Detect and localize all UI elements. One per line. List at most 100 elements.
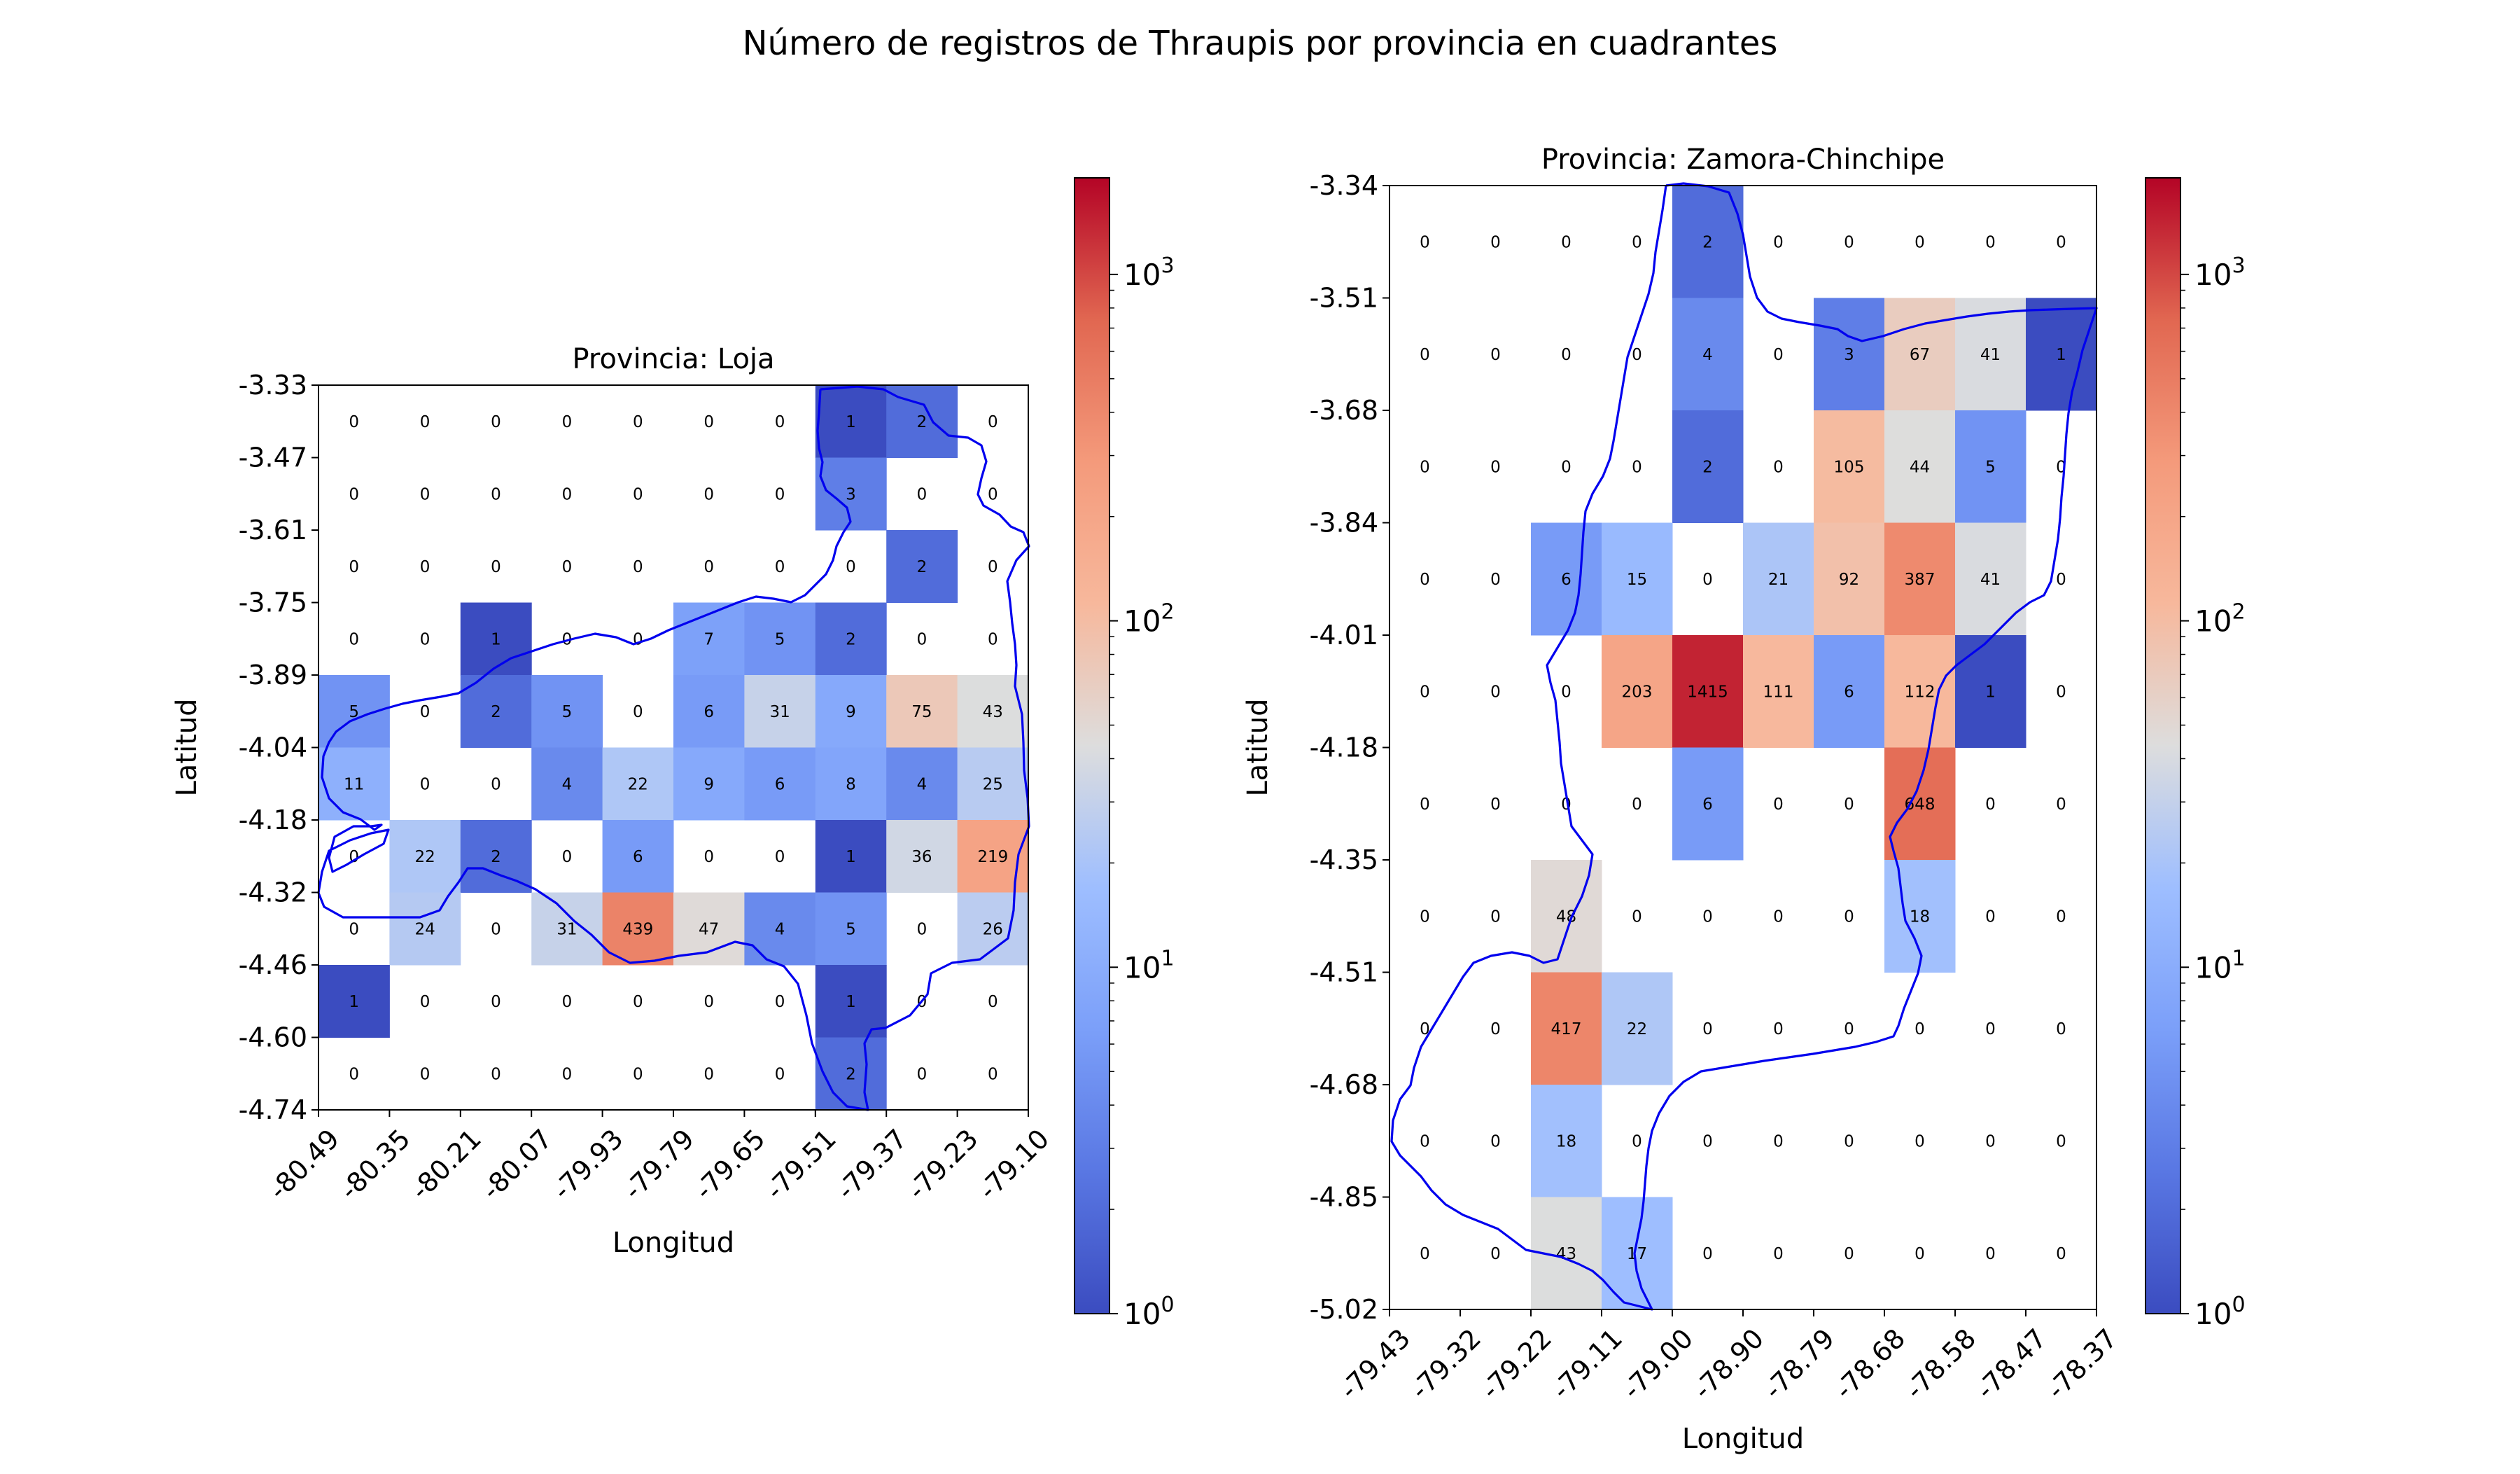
cell-value-label: 0 bbox=[988, 558, 998, 576]
heatmap-cell bbox=[957, 747, 1029, 821]
heatmap-cell bbox=[673, 675, 745, 748]
heatmap-cell bbox=[1743, 522, 1814, 636]
cell-value-label: 0 bbox=[1702, 1020, 1713, 1038]
y-tick-label: -4.46 bbox=[239, 950, 307, 980]
colorbar-tick-label: 102 bbox=[1124, 600, 1175, 639]
cell-value-label: 0 bbox=[420, 775, 430, 793]
x-tick-label: -78.79 bbox=[1758, 1323, 1840, 1405]
cell-value-label: 0 bbox=[1985, 795, 1996, 814]
cell-value-label: 0 bbox=[1632, 346, 1642, 364]
colorbar-tick-label: 103 bbox=[1124, 253, 1175, 292]
cell-value-label: 1 bbox=[1985, 683, 1996, 701]
cell-value-label: 0 bbox=[1844, 1020, 1854, 1038]
cell-value-label: 0 bbox=[2056, 1245, 2066, 1263]
heatmap-cell bbox=[1884, 635, 1956, 748]
heatmap-cell bbox=[886, 530, 958, 603]
heatmap-cell bbox=[1602, 635, 1673, 748]
y-tick-label: -3.33 bbox=[239, 370, 307, 401]
heatmap-cells: 0 0 0 0 2 0 0 0 0 0 0 0 0 0 4 0 3 67 41 1 0 0 0 0 2 0 105 44 5 0 0 0 6 15… bbox=[1420, 186, 2097, 1310]
cell-value-label: 1 bbox=[491, 630, 501, 648]
cell-value-label: 6 bbox=[1702, 795, 1713, 814]
cell-value-label: 0 bbox=[420, 485, 430, 503]
cell-value-label: 0 bbox=[1490, 571, 1501, 589]
y-tick-label: -3.61 bbox=[239, 515, 307, 545]
heatmap-cell bbox=[1884, 410, 1956, 523]
cell-value-label: 0 bbox=[1420, 908, 1430, 926]
cell-value-label: 0 bbox=[633, 558, 643, 576]
cell-value-label: 0 bbox=[633, 485, 643, 503]
cell-value-label: 0 bbox=[1773, 1245, 1784, 1263]
heatmap-cell bbox=[1814, 522, 1885, 636]
cell-value-label: 0 bbox=[704, 993, 714, 1011]
heatmap-cell bbox=[531, 747, 603, 821]
cell-value-label: 0 bbox=[704, 558, 714, 576]
cell-value-label: 0 bbox=[1985, 1132, 1996, 1150]
y-tick-label: -4.74 bbox=[239, 1094, 307, 1125]
cell-value-label: 22 bbox=[628, 775, 648, 793]
cell-value-label: 0 bbox=[1702, 908, 1713, 926]
colorbar-tick-label: 103 bbox=[2194, 253, 2246, 292]
cell-value-label: 0 bbox=[420, 703, 430, 721]
cell-value-label: 25 bbox=[983, 775, 1003, 793]
heatmap-cell bbox=[815, 820, 887, 893]
heatmap-cell bbox=[886, 747, 958, 821]
y-tick-label: -3.84 bbox=[1310, 508, 1378, 538]
x-tick-label: -79.10 bbox=[972, 1123, 1055, 1206]
cell-value-label: 0 bbox=[1561, 683, 1572, 701]
heatmap-cell bbox=[531, 675, 603, 748]
cell-value-label: 0 bbox=[1914, 1020, 1925, 1038]
cell-value-label: 0 bbox=[1844, 1132, 1854, 1150]
cell-value-label: 0 bbox=[1632, 458, 1642, 476]
heatmap-cell bbox=[318, 747, 390, 821]
cell-value-label: 22 bbox=[1627, 1020, 1647, 1038]
cell-value-label: 0 bbox=[1490, 233, 1501, 251]
x-tick-label: -79.32 bbox=[1404, 1323, 1487, 1405]
cell-value-label: 0 bbox=[2056, 1132, 2066, 1150]
cell-value-label: 203 bbox=[1622, 683, 1653, 701]
panel-title: Provincia: Zamora-Chinchipe bbox=[1541, 144, 1945, 176]
cell-value-label: 0 bbox=[2056, 233, 2066, 251]
heatmap-panel-1: 0 0 0 0 0 0 0 1 2 00 0 0 0 0 0 0 3 0 00 0 0 0 0 0 0 0 2 00 0 1 0 0 7 5 2 0 0… bbox=[171, 177, 1175, 1331]
cell-value-label: 0 bbox=[1844, 233, 1854, 251]
x-axis-title: Longitud bbox=[612, 1227, 734, 1259]
x-tick-label: -79.79 bbox=[617, 1123, 700, 1206]
heatmap-cell bbox=[602, 747, 674, 821]
cell-value-label: 3 bbox=[1844, 346, 1854, 364]
cell-value-label: 0 bbox=[420, 1065, 430, 1083]
cell-value-label: 439 bbox=[622, 920, 653, 938]
cell-value-label: 1415 bbox=[1687, 683, 1728, 701]
heatmap-cell bbox=[1672, 635, 1744, 748]
heatmap-cell bbox=[460, 602, 532, 676]
heatmap-cell bbox=[1955, 522, 2026, 636]
colorbar-tick-label: 102 bbox=[2194, 600, 2246, 639]
cell-value-label: 0 bbox=[1420, 458, 1430, 476]
cell-value-label: 2 bbox=[491, 848, 501, 866]
cell-value-label: 0 bbox=[349, 413, 359, 431]
cell-value-label: 0 bbox=[2056, 1020, 2066, 1038]
cell-value-label: 48 bbox=[1556, 908, 1576, 926]
cell-value-label: 0 bbox=[349, 630, 359, 648]
cell-value-label: 0 bbox=[1561, 458, 1572, 476]
cell-value-label: 0 bbox=[2056, 683, 2066, 701]
cell-value-label: 0 bbox=[491, 413, 501, 431]
cell-value-label: 0 bbox=[2056, 571, 2066, 589]
heatmap-cell bbox=[2026, 298, 2097, 411]
heatmap-cell bbox=[531, 892, 603, 966]
cell-value-label: 0 bbox=[1985, 908, 1996, 926]
cell-value-label: 67 bbox=[1910, 346, 1930, 364]
heatmap-cell bbox=[1814, 298, 1885, 411]
cell-value-label: 0 bbox=[1914, 233, 1925, 251]
cell-value-label: 0 bbox=[491, 920, 501, 938]
cell-value-label: 0 bbox=[1420, 346, 1430, 364]
cell-value-label: 0 bbox=[562, 1065, 573, 1083]
cell-value-label: 0 bbox=[420, 413, 430, 431]
cell-value-label: 0 bbox=[633, 413, 643, 431]
cell-value-label: 0 bbox=[1844, 795, 1854, 814]
cell-value-label: 11 bbox=[344, 775, 364, 793]
cell-value-label: 0 bbox=[1420, 1020, 1430, 1038]
x-tick-label: -79.65 bbox=[689, 1123, 771, 1206]
cell-value-label: 0 bbox=[1773, 458, 1784, 476]
y-tick-label: -3.34 bbox=[1310, 170, 1378, 201]
heatmap-cell bbox=[1884, 747, 1956, 861]
cell-value-label: 4 bbox=[917, 775, 927, 793]
